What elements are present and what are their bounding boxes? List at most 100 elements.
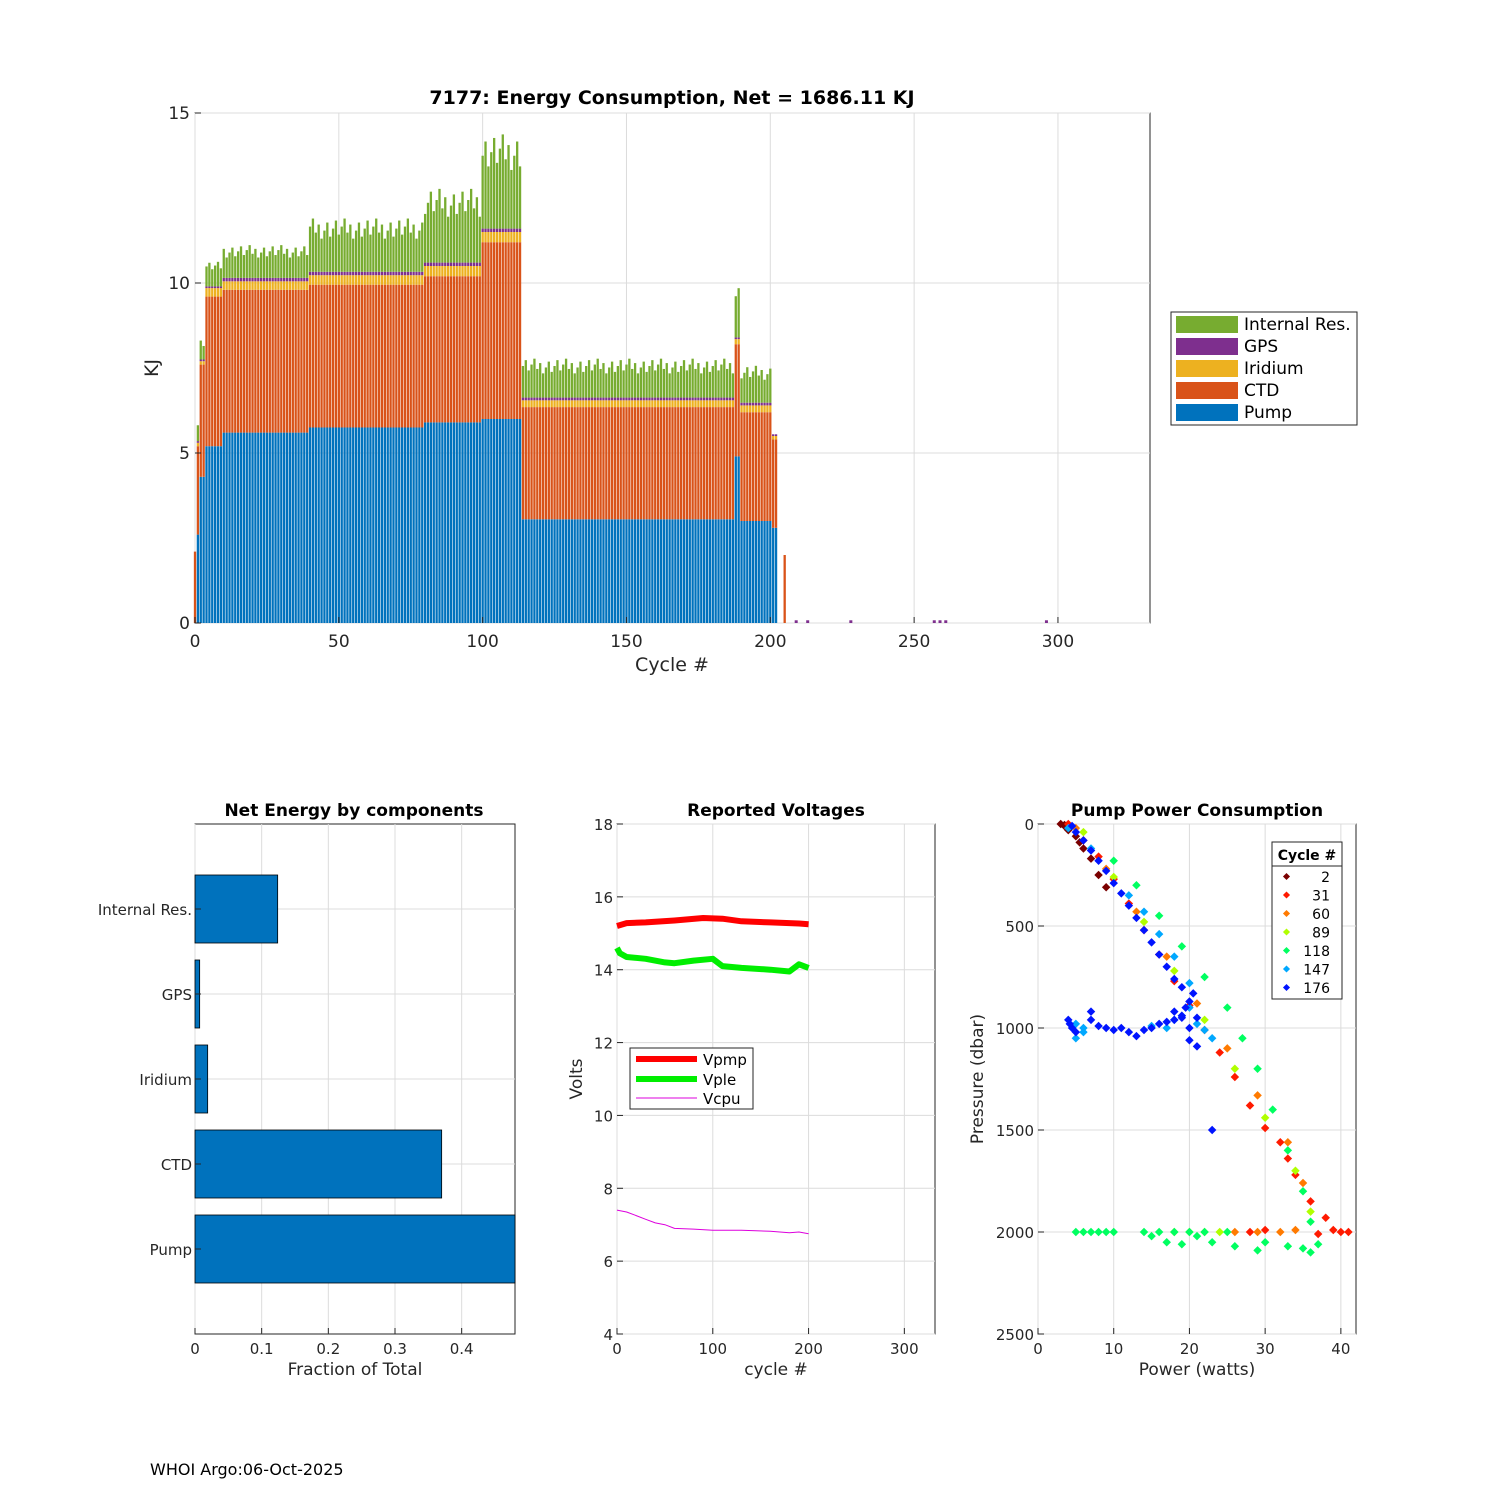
energy-bar-ctd bbox=[314, 284, 317, 428]
energy-bar-gps bbox=[274, 277, 277, 282]
energy-bar-internal-res bbox=[280, 245, 283, 278]
energy-bar-pump bbox=[346, 427, 349, 623]
energy-bar-iridium bbox=[231, 281, 234, 290]
energy-bar-iridium bbox=[544, 400, 548, 408]
energy-bar-internal-res bbox=[521, 366, 525, 398]
pump-point bbox=[1207, 1125, 1217, 1135]
energy-bar-pump bbox=[395, 427, 398, 623]
energy-bar-gps bbox=[757, 402, 760, 406]
energy-bar-gps bbox=[277, 277, 280, 282]
energy-bar-internal-res bbox=[564, 358, 568, 398]
energy-bar-pump bbox=[306, 432, 309, 623]
energy-bar-gps bbox=[605, 397, 608, 401]
energy-bar-gps bbox=[772, 434, 775, 436]
energy-bar-internal-res bbox=[395, 228, 398, 272]
energy-bar-ctd bbox=[461, 276, 464, 423]
energy-bar-iridium bbox=[751, 405, 755, 413]
energy-cycle-bar bbox=[737, 288, 740, 623]
energy-bar-iridium bbox=[708, 400, 712, 408]
energy-bar-gps bbox=[527, 397, 530, 401]
energy-bar-ctd bbox=[766, 412, 769, 521]
energy-bar-iridium bbox=[429, 266, 433, 277]
energy-cycle-bar bbox=[291, 252, 294, 623]
energy-bar-pump bbox=[280, 432, 283, 623]
energy-bar-iridium bbox=[570, 400, 573, 408]
energy-bar-internal-res bbox=[674, 361, 677, 398]
energy-bar-gps bbox=[751, 402, 755, 406]
energy-bar-pump bbox=[593, 519, 596, 623]
energy-bar-pump bbox=[383, 427, 386, 623]
energy-bar-pump bbox=[366, 427, 369, 623]
energy-bar-iridium bbox=[622, 400, 625, 408]
pump-point bbox=[1253, 1227, 1262, 1237]
energy-bar-internal-res bbox=[323, 230, 326, 272]
energy-bar-gps bbox=[334, 271, 338, 276]
energy-bar-internal-res bbox=[749, 376, 752, 403]
energy-bar-iridium bbox=[757, 405, 760, 413]
energy-bar-ctd bbox=[625, 407, 628, 520]
energy-bar-ctd bbox=[283, 289, 286, 433]
energy-bar-internal-res bbox=[490, 152, 493, 229]
energy-bar-internal-res bbox=[622, 370, 625, 398]
energy-bar-iridium bbox=[726, 400, 729, 408]
energy-bar-internal-res bbox=[648, 366, 651, 398]
pump-chart: Pump Power Consumption 0 10 20 30 40 0 500 1000… bbox=[968, 801, 1357, 1380]
energy-bar-ctd bbox=[717, 407, 720, 520]
pump-point bbox=[1170, 952, 1179, 961]
energy-cycle-bar bbox=[271, 246, 274, 623]
energy-bar-pump bbox=[751, 521, 755, 623]
energy-bar-ctd bbox=[262, 289, 266, 433]
energy-bar-internal-res bbox=[320, 238, 323, 272]
energy-cycle-bar bbox=[415, 238, 418, 623]
energy-bar-gps bbox=[251, 277, 254, 282]
energy-bar-gps bbox=[317, 271, 320, 276]
components-xtick-label: 0.3 bbox=[383, 1340, 407, 1358]
energy-bar-iridium bbox=[481, 232, 484, 243]
energy-bar-pump bbox=[507, 419, 510, 623]
energy-bar-iridium bbox=[426, 266, 430, 277]
energy-bar-iridium bbox=[487, 232, 490, 243]
energy-cycle-bar bbox=[300, 251, 303, 623]
pump-point bbox=[1117, 889, 1126, 898]
energy-bar-ctd bbox=[369, 284, 372, 428]
pump-point bbox=[1230, 1227, 1240, 1237]
energy-bar-gps bbox=[326, 271, 329, 276]
energy-bar-gps bbox=[585, 397, 588, 401]
energy-bar-internal-res bbox=[475, 197, 479, 263]
pump-legend-label: 118 bbox=[1303, 944, 1330, 960]
energy-cycle-bar bbox=[582, 371, 585, 623]
energy-bar-iridium bbox=[360, 275, 363, 285]
energy-bar-iridium bbox=[383, 275, 386, 285]
energy-bar-pump bbox=[714, 519, 717, 623]
energy-bar-ctd bbox=[199, 364, 202, 477]
energy-bar-pump bbox=[590, 519, 594, 623]
pump-point bbox=[1162, 1237, 1171, 1247]
energy-cycle-bar bbox=[731, 373, 735, 623]
energy-bar-iridium bbox=[242, 281, 246, 290]
energy-cycle-bar bbox=[251, 253, 254, 623]
energy-bar-iridium bbox=[196, 442, 200, 447]
energy-cycle-bar bbox=[308, 226, 312, 623]
energy-bar-ctd bbox=[213, 296, 217, 447]
energy-bar-gps bbox=[377, 271, 381, 276]
energy-bar-internal-res bbox=[766, 374, 769, 403]
energy-bar-pump bbox=[222, 432, 225, 623]
energy-cycle-bar bbox=[234, 256, 237, 623]
energy-bar-pump bbox=[196, 534, 200, 623]
energy-bar-pump bbox=[317, 427, 320, 623]
energy-bar-ctd bbox=[251, 289, 254, 433]
energy-cycle-bar bbox=[550, 371, 553, 623]
energy-bar-pump bbox=[429, 422, 433, 623]
energy-bar-gps bbox=[567, 397, 571, 401]
energy-bar-iridium bbox=[199, 361, 202, 365]
energy-cycle-bar bbox=[564, 358, 568, 623]
energy-bar-internal-res bbox=[225, 257, 228, 278]
pump-point bbox=[1109, 856, 1118, 865]
pump-point bbox=[1230, 1064, 1240, 1074]
energy-cycle-bar bbox=[432, 211, 435, 623]
energy-bar-gps bbox=[740, 402, 743, 406]
pump-point bbox=[1124, 891, 1134, 900]
energy-bar-gps bbox=[599, 397, 602, 401]
energy-bar-ctd bbox=[300, 289, 303, 433]
energy-cycle-bar bbox=[294, 247, 297, 623]
